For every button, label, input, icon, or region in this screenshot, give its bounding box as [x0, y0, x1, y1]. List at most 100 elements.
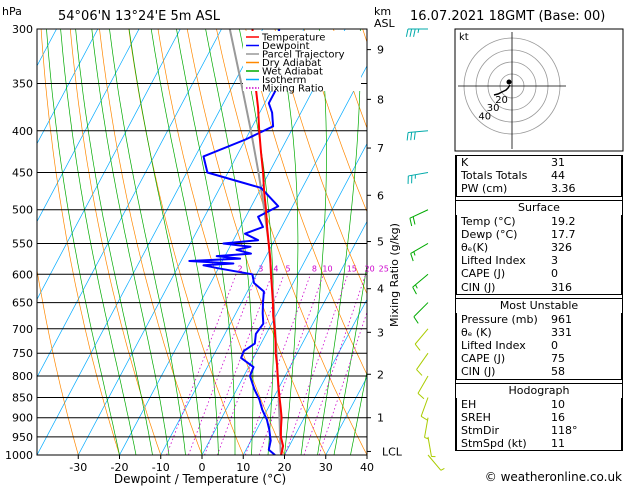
wind-barb-flag — [413, 28, 416, 37]
wind-barb-staff — [414, 328, 429, 345]
index-label: θₑ (K) — [461, 325, 492, 339]
isotherm-line — [284, 298, 367, 455]
isotherm-line — [37, 29, 99, 145]
wind-barb-staff — [409, 209, 429, 219]
wind-barb — [416, 352, 429, 376]
index-row: StmSpd (kt) 11 — [456, 437, 622, 451]
wind-barb-staff — [410, 243, 429, 254]
index-value: 44 — [551, 169, 565, 183]
index-value: 316 — [551, 280, 572, 294]
index-value: 19.2 — [551, 214, 576, 228]
isotherm-line — [37, 29, 140, 223]
legend-label: Wet Adiabat — [262, 67, 323, 78]
km-tick-label: 2 — [377, 368, 384, 381]
mixing-ratio-label: 10 — [322, 264, 332, 273]
temperature-tick-label: 20 — [278, 461, 292, 474]
index-row: Totals Totals 44 — [456, 169, 622, 183]
wind-barb — [417, 375, 429, 400]
pressure-tick-label: 350 — [12, 78, 33, 91]
pressure-axis: 300 350 400 450 500 550 600 650 700 750 800 850 900 9… — [5, 23, 33, 462]
dewpoint-line — [188, 29, 293, 455]
hodo-ring-label: 30 — [487, 103, 500, 114]
hodo-ring-label: 40 — [478, 112, 491, 123]
wind-barb-staff — [424, 417, 429, 438]
wind-barb — [406, 130, 429, 141]
index-value: 0 — [551, 339, 558, 353]
wind-barb-flag — [413, 131, 416, 140]
mixing-ratio-labels: 2 3 4 5 8 10 15 20 25 — [238, 264, 389, 273]
temperature-tick-label: 40 — [360, 461, 374, 474]
wind-barb-flag — [410, 253, 414, 262]
wet-adiabat-line — [350, 369, 367, 455]
index-label: StmSpd (kt) — [461, 437, 527, 451]
pressure-tick-label: 900 — [12, 412, 33, 425]
index-label: θₑ(K) — [461, 240, 489, 254]
wind-barb-flag — [417, 28, 420, 34]
pressure-tick-label: 450 — [12, 166, 33, 179]
index-row: Pressure (mb) 961 — [456, 312, 622, 326]
km-tick-label: 9 — [377, 44, 384, 57]
temperature-tick-label: 10 — [236, 461, 250, 474]
mixing-ratio-label: 25 — [379, 264, 389, 273]
wind-barb-flag — [409, 28, 413, 37]
pressure-tick-label: 600 — [12, 268, 33, 281]
wind-barb-flag — [413, 251, 416, 256]
index-row: Temp (°C) 19.2 — [456, 214, 622, 228]
index-label: Totals Totals — [461, 169, 528, 183]
temperature-tick-label: 0 — [199, 461, 206, 474]
index-row: EH 10 — [456, 397, 622, 411]
isotherm-line — [37, 29, 222, 378]
mixing-ratio-label: 20 — [365, 264, 375, 273]
wind-barb — [414, 328, 429, 351]
index-label: Pressure (mb) — [461, 312, 538, 326]
isotherm-line — [37, 29, 264, 455]
indices-panel: K 31 Totals Totals 44 PW (cm) 3.36 Surface Te… — [455, 155, 623, 467]
wind-barb — [427, 454, 445, 471]
legend-box — [243, 31, 361, 91]
wind-barb — [424, 417, 429, 440]
dry-adiabat-line — [274, 29, 367, 295]
index-value: 3.36 — [551, 182, 576, 196]
index-value: 961 — [551, 312, 572, 326]
pressure-tick-label: 650 — [12, 297, 33, 310]
wind-barb-flag — [412, 216, 416, 225]
wind-barb-staff — [408, 171, 429, 177]
pressure-tick-label: 850 — [12, 391, 33, 404]
wind-barb-flag — [412, 286, 417, 295]
altitude-axis: 1 2 3 4 5 6 7 8 9 LCL — [367, 44, 403, 458]
pressure-tick-label: 500 — [12, 204, 33, 217]
mixing-ratio-label: 8 — [312, 264, 317, 273]
wind-barb-staff — [408, 130, 429, 134]
wet-adiabat-line — [75, 29, 153, 455]
copyright: © weatheronline.co.uk — [485, 470, 622, 484]
index-row: StmDir 118° — [456, 424, 622, 438]
pressure-tick-label: 750 — [12, 347, 33, 360]
index-row: Lifted Index 3 — [456, 254, 622, 268]
hodograph-title: Hodograph — [455, 382, 623, 398]
index-value: 3 — [551, 254, 558, 268]
index-label: CAPE (J) — [461, 352, 506, 366]
mixing-ratio-label: 5 — [286, 264, 291, 273]
mixing-ratio-line — [318, 310, 367, 455]
km-tick-label: 3 — [377, 326, 384, 339]
wind-barb-flag — [414, 343, 421, 351]
km-label: km — [374, 5, 391, 18]
mixing-ratio-label: 15 — [347, 264, 357, 273]
index-value: 118° — [551, 424, 578, 437]
wind-barb-flag — [410, 132, 413, 141]
index-label: CIN (J) — [461, 280, 496, 294]
wind-barb — [405, 28, 428, 37]
index-row: Dewp (°C) 17.7 — [456, 227, 622, 241]
mixing-ratio-line — [166, 274, 237, 455]
wind-barb — [412, 273, 429, 295]
legend-label: Dewpoint — [262, 41, 310, 52]
wind-barb-flag — [416, 369, 423, 376]
wind-barb-flag — [424, 436, 429, 440]
wind-barb-flag — [417, 392, 425, 400]
temperature-tick-label: 30 — [319, 461, 333, 474]
legend-label: Dry Adiabat — [262, 58, 321, 69]
index-row: CIN (J) 316 — [456, 280, 622, 294]
mixing-ratio-line — [188, 274, 258, 455]
